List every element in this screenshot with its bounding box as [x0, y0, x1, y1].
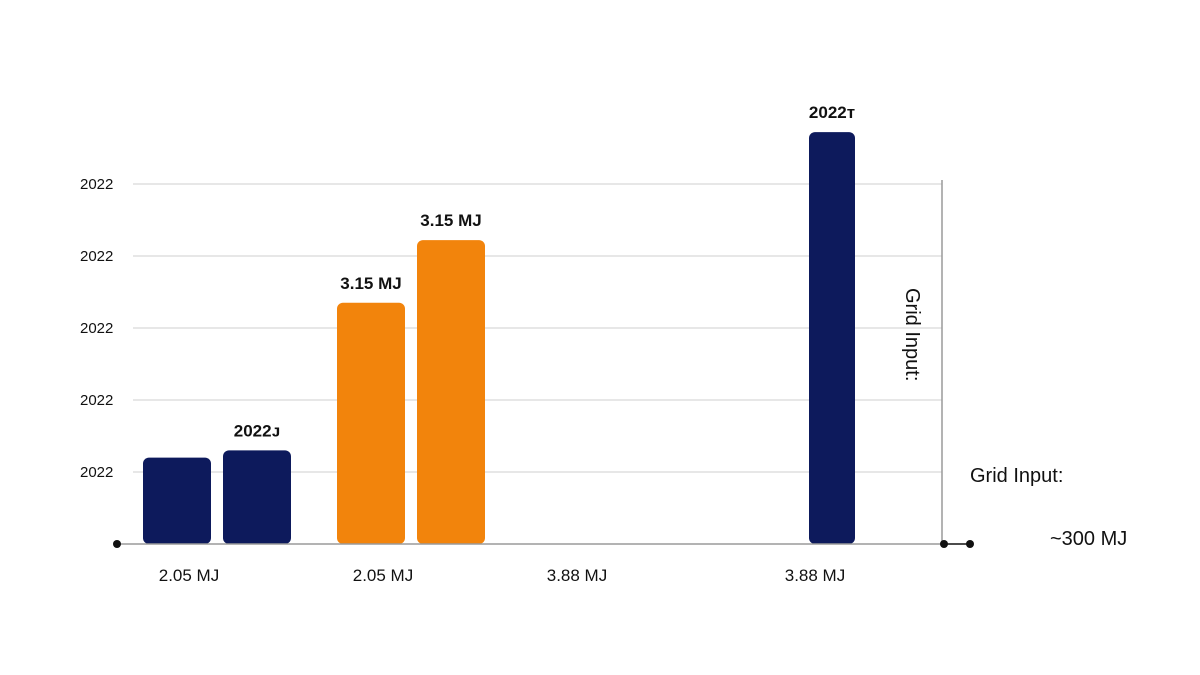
bar: [143, 457, 211, 544]
gridlines: [133, 183, 942, 473]
bars: [143, 132, 855, 544]
data-label: 3.15 MJ: [340, 274, 401, 293]
grid-input-value: ~300 MJ: [1050, 528, 1127, 550]
grid-input-label: Grid Input:: [970, 465, 1063, 487]
data-label: 3.15 MJ: [420, 211, 481, 230]
right-axis-dot-left: [940, 540, 948, 548]
y-tick-label: 2022: [80, 392, 113, 409]
bar: [809, 132, 855, 544]
data-label: 2022ᴛ: [809, 103, 855, 122]
bar: [337, 302, 405, 544]
y-tick-label: 2022: [80, 464, 113, 481]
x-tick-label: 3.88 MJ: [547, 566, 607, 585]
axis-start-dot: [113, 540, 121, 548]
y-tick-label: 2022: [80, 248, 113, 265]
x-tick-label: 2.05 MJ: [159, 566, 219, 585]
data-labels: 2022ᴊ 3.15 MJ 3.15 MJ 2022ᴛ: [234, 103, 855, 440]
right-axis-dot-right: [966, 540, 974, 548]
bar: [417, 240, 485, 544]
data-label: 2022ᴊ: [234, 421, 280, 440]
y-tick-label: 2022: [80, 320, 113, 337]
x-tick-label: 2.05 MJ: [353, 566, 413, 585]
x-axis-ticks: 2.05 MJ 2.05 MJ 3.88 MJ 3.88 MJ: [159, 566, 845, 585]
vertical-grid-input-label: Grid Input:: [901, 288, 923, 381]
y-tick-label: 2022: [80, 176, 113, 193]
bar: [223, 450, 291, 544]
x-tick-label: 3.88 MJ: [785, 566, 845, 585]
y-axis-ticks: 2022 2022 2022 2022 2022: [80, 176, 113, 481]
